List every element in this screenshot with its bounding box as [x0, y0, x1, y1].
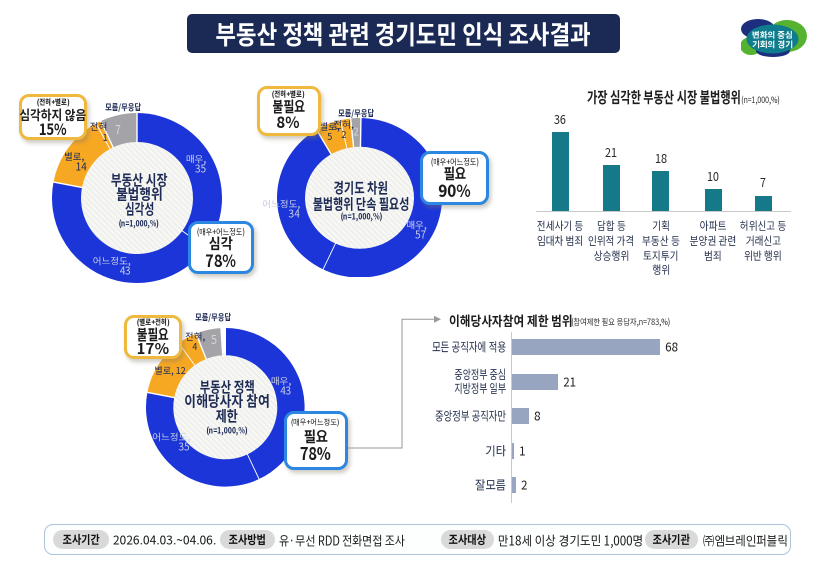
svg-text:변화의 중심: 변화의 중심 — [752, 29, 793, 41]
svg-text:기회의 경기: 기회의 경기 — [752, 39, 793, 51]
